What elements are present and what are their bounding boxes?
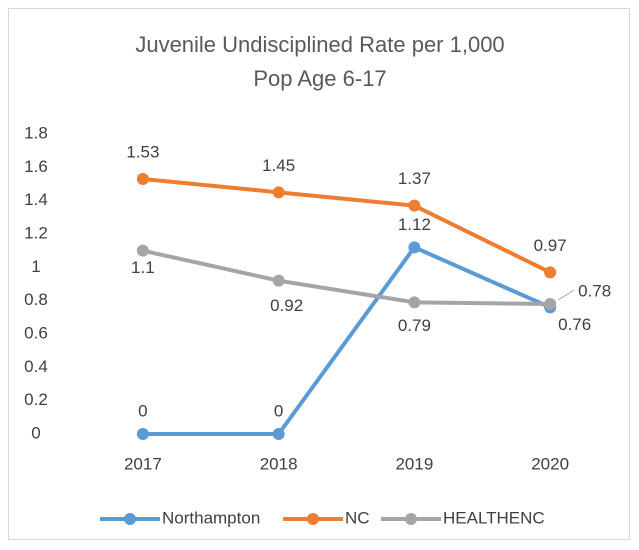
legend-marker: [124, 513, 136, 525]
y-tick-label: 1.6: [24, 157, 48, 176]
marker: [136, 244, 149, 257]
marker: [272, 274, 285, 287]
chart-title: Juvenile Undisciplined Rate per 1,000: [135, 32, 504, 57]
marker: [408, 199, 421, 212]
legend-label: NC: [345, 508, 370, 527]
data-label: 1.12: [398, 215, 431, 234]
y-tick-label: 0.2: [24, 390, 48, 409]
x-tick-label: 2020: [531, 454, 569, 473]
data-label: 0.79: [398, 316, 431, 335]
marker: [408, 296, 421, 309]
y-tick-label: 1.2: [24, 223, 48, 242]
y-tick-label: 1.8: [24, 123, 48, 142]
data-label: 0.92: [270, 296, 303, 315]
marker: [272, 428, 285, 440]
marker: [136, 428, 149, 440]
line: [142, 248, 551, 306]
marker: [544, 298, 557, 310]
y-tick-label: 1: [31, 257, 40, 276]
data-label: 1.53: [126, 142, 159, 161]
data-label: 0: [138, 401, 147, 420]
legend-marker: [307, 513, 319, 525]
y-tick-label: 0.8: [24, 290, 48, 309]
y-tick-label: 0.4: [24, 357, 48, 376]
x-tick-label: 2019: [395, 454, 433, 473]
legend-label: Northampton: [162, 508, 260, 527]
chart-title: Pop Age 6-17: [253, 66, 386, 91]
legend-marker: [405, 513, 417, 525]
leader-line: [557, 289, 575, 301]
marker: [136, 173, 149, 185]
marker: [272, 186, 285, 199]
y-tick-label: 0.6: [24, 323, 48, 342]
line: [142, 177, 552, 275]
line: [142, 245, 551, 436]
data-label: 1.1: [131, 258, 155, 277]
x-tick-label: 2018: [260, 454, 298, 473]
marker: [544, 266, 557, 279]
marker: [408, 241, 421, 254]
data-label: 0.76: [558, 315, 591, 334]
x-tick-label: 2017: [124, 454, 162, 473]
y-tick-label: 0: [31, 423, 40, 442]
legend-label: HEALTHENC: [443, 508, 545, 527]
data-label: 0.78: [578, 281, 611, 300]
data-label: 0: [274, 401, 283, 420]
data-label: 1.45: [262, 156, 295, 175]
chart-border: [8, 8, 630, 540]
y-tick-label: 1.4: [24, 190, 48, 209]
data-label: 0.97: [534, 236, 567, 255]
data-label: 1.37: [398, 169, 431, 188]
